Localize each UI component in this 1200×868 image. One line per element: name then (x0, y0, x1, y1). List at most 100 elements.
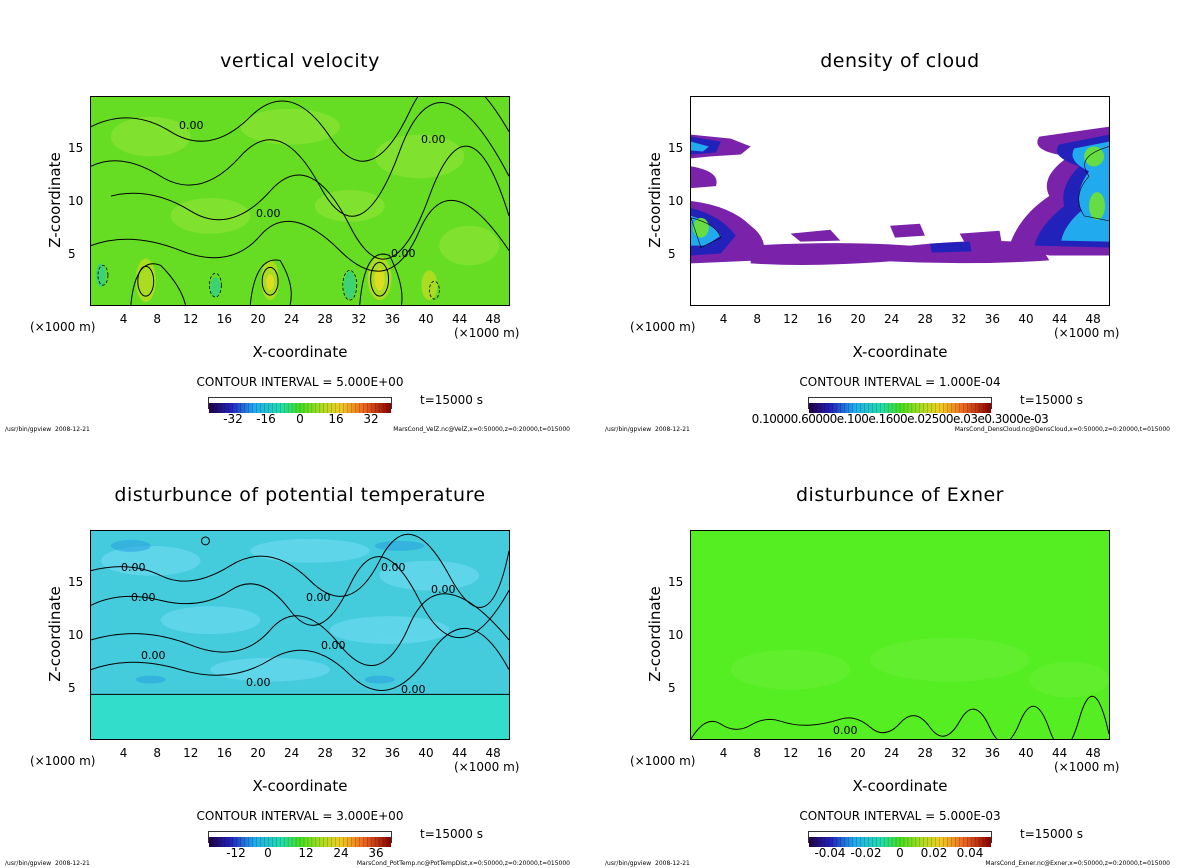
contour-interval: CONTOUR INTERVAL = 5.000E-03 (799, 809, 1001, 823)
heatmap-field (691, 97, 1109, 305)
colorbar-tick: 0.04 (956, 846, 984, 860)
y-tick-label: 5 (68, 681, 76, 695)
x-tick-label: 40 (418, 746, 434, 760)
contour-label: 0.00 (306, 591, 331, 604)
x-tick-label: 44 (1051, 746, 1068, 760)
x-tick-label: 24 (283, 312, 300, 326)
contour-label: 0.00 (321, 639, 346, 652)
y-tick-label: 10 (68, 628, 84, 642)
y-tick-label: 5 (668, 681, 676, 695)
colorbar-tick: 0 (264, 846, 272, 860)
x-tick-label: 24 (883, 312, 900, 326)
footer-program: /usr/bin/gpview 2008-12-21 (5, 426, 90, 433)
x-tick-label: 36 (984, 312, 1001, 326)
x-tick-label: 24 (883, 746, 900, 760)
colorbar (208, 831, 392, 847)
colorbar (808, 831, 992, 847)
colorbar-tick: 36 (368, 846, 384, 860)
x-tick-label: 12 (783, 312, 799, 326)
footer-program: /usr/bin/gpview 2008-12-21 (605, 426, 690, 433)
colorbar-ticks: 0.10000.60000e.100e.1600e.02500e.03e0.30… (752, 412, 1049, 426)
colorbar-tick: 0.02 (920, 846, 948, 860)
plot-area: 0.00 0.00 0.00 0.00 0.00 0.00 0.00 0.00 … (90, 530, 510, 740)
footer-program: /usr/bin/gpview 2008-12-21 (605, 860, 690, 867)
x-tick-label: 20 (850, 312, 866, 326)
colorbar-tick: -16 (256, 412, 276, 426)
x-tick-label: 32 (951, 312, 967, 326)
panel-exner: disturbunce of Exner 0.00 Z-coordinate 5… (600, 434, 1200, 868)
x-tick-label: 44 (1051, 312, 1068, 326)
footer-file: MarsCond_DensCloud.nc@DensCloud,x=0:5000… (954, 426, 1170, 433)
x-tick-label: 16 (816, 312, 833, 326)
x-tick-label: 32 (351, 312, 367, 326)
chart-title: density of cloud (820, 50, 980, 72)
x-unit-left: (×1000 m) (630, 320, 696, 334)
chart-title: disturbunce of Exner (795, 484, 1004, 506)
plot-area: 0.00 0.00 0.00 0.00 (90, 96, 510, 306)
contour-label: 0.00 (431, 583, 456, 596)
x-tick-label: 16 (216, 312, 233, 326)
x-tick-label: 4 (719, 746, 728, 760)
x-tick-label: 28 (917, 312, 933, 326)
y-tick-label: 15 (668, 575, 684, 589)
x-tick-label: 20 (850, 746, 866, 760)
footer-program: /usr/bin/gpview 2008-12-21 (5, 860, 90, 867)
panel-density-of-cloud: density of cloud (600, 0, 1200, 434)
x-tick-label: 40 (1018, 312, 1034, 326)
x-tick-label: 48 (485, 746, 501, 760)
heatmap-field (91, 97, 509, 305)
x-tick-label: 12 (783, 746, 799, 760)
x-tick-label: 48 (1085, 312, 1101, 326)
contour-label: 0.00 (246, 676, 271, 689)
x-tick-label: 8 (753, 746, 762, 760)
contour-label: 0.00 (141, 649, 166, 662)
plot-area (690, 96, 1110, 306)
chart-title: disturbunce of potential temperature (114, 484, 486, 506)
colorbar-tick: 0 (896, 846, 904, 860)
colorbar-ticks: -12 0 12 24 36 (208, 846, 392, 860)
footer-file: MarsCond_Exner.nc@Exner,x=0:50000,z=0:20… (985, 860, 1170, 867)
contour-label: 0.00 (391, 247, 416, 260)
x-tick-label: 8 (153, 312, 162, 326)
x-tick-label: 32 (951, 746, 967, 760)
x-tick-label: 28 (317, 746, 333, 760)
footer-file: MarsCond_VelZ.nc@VelZ,x=0:50000,z=0:2000… (393, 426, 570, 433)
contour-label: 0.00 (131, 591, 156, 604)
contour-interval: CONTOUR INTERVAL = 5.000E+00 (196, 375, 404, 389)
time-label: t=15000 s (1020, 393, 1083, 407)
x-unit-left: (×1000 m) (30, 754, 96, 768)
colorbar-tick: -32 (223, 412, 243, 426)
x-tick-label: 36 (384, 312, 401, 326)
y-axis-title: Z-coordinate (46, 152, 64, 248)
x-tick-label: 8 (753, 312, 762, 326)
y-tick-label: 10 (668, 628, 684, 642)
y-axis-title: Z-coordinate (646, 152, 664, 248)
panel-vertical-velocity: vertical velocity (0, 0, 600, 434)
colorbar-tick: 12 (298, 846, 314, 860)
contour-label: 0.00 (421, 133, 446, 146)
footer-file: MarsCond_PotTemp.nc@PotTempDist,x=0:5000… (356, 860, 570, 867)
x-tick-label: 40 (418, 312, 434, 326)
contour-label: 0.00 (256, 207, 281, 220)
x-unit-right: (×1000 m) (454, 326, 520, 340)
x-axis-title: X-coordinate (252, 777, 348, 795)
x-tick-label: 36 (384, 746, 401, 760)
contour-label: 0.00 (381, 561, 406, 574)
x-tick-label: 28 (317, 312, 333, 326)
x-axis-title: X-coordinate (852, 343, 948, 361)
y-tick-label: 15 (68, 575, 84, 589)
contour-interval: CONTOUR INTERVAL = 1.000E-04 (799, 375, 1001, 389)
plot-area: 0.00 (690, 530, 1110, 740)
x-tick-label: 16 (816, 746, 833, 760)
y-tick-label: 5 (68, 247, 76, 261)
x-tick-label: 36 (984, 746, 1001, 760)
x-tick-label: 16 (216, 746, 233, 760)
time-label: t=15000 s (420, 827, 483, 841)
x-tick-label: 40 (1018, 746, 1034, 760)
time-label: t=15000 s (420, 393, 483, 407)
contour-label: 0.00 (121, 561, 146, 574)
colorbar-tick: 0.10000.60000e.100e.1600e.02500e.03e0.30… (751, 412, 1049, 426)
chart-title: vertical velocity (220, 50, 380, 72)
x-tick-label: 4 (119, 746, 128, 760)
contour-interval: CONTOUR INTERVAL = 3.000E+00 (196, 809, 404, 823)
